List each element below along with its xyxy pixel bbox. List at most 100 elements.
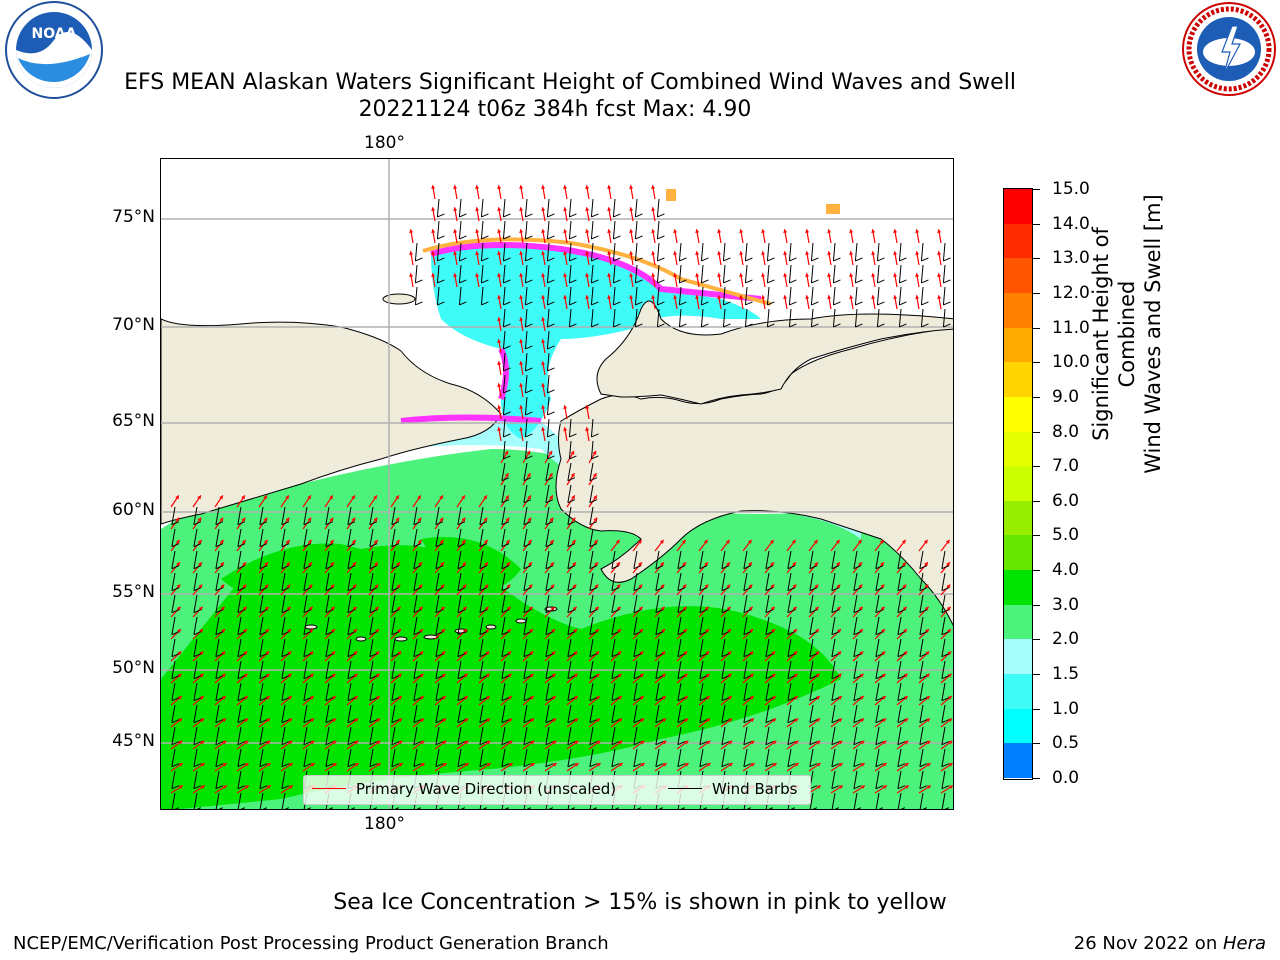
wave-arrow-head xyxy=(463,673,468,678)
wind-barb-flag xyxy=(325,543,334,548)
wave-arrow-head xyxy=(572,584,577,589)
colorbar-tick xyxy=(1033,396,1040,398)
wind-barb xyxy=(919,594,924,613)
wind-barb xyxy=(941,594,946,613)
wind-barb xyxy=(413,528,418,547)
wind-barb-flag xyxy=(525,433,533,438)
wind-barb-flag xyxy=(765,609,774,614)
wind-barb xyxy=(853,770,858,789)
wind-barb xyxy=(590,418,594,437)
wind-barb xyxy=(458,286,462,305)
wind-barb xyxy=(479,748,484,767)
wind-barb-flag xyxy=(567,499,576,504)
wind-barb xyxy=(545,550,550,569)
wind-barb xyxy=(919,682,924,701)
wave-arrow-head xyxy=(574,740,579,745)
land-siberia xyxy=(161,318,502,525)
wave-arrow-head xyxy=(552,718,557,723)
wind-barb-flag xyxy=(479,631,488,636)
wind-barb-flag xyxy=(635,235,643,240)
colorbar-tick xyxy=(1033,778,1040,779)
wind-barb-flag xyxy=(809,609,818,614)
wind-barb xyxy=(854,286,858,305)
wave-arrow-head xyxy=(946,584,951,589)
wind-barb-flag xyxy=(679,323,687,328)
wind-barb-flag xyxy=(878,807,884,809)
wind-barb-flag xyxy=(523,653,532,658)
wave-arrow-head xyxy=(871,251,876,255)
wind-barb xyxy=(743,748,748,767)
wind-barb-flag xyxy=(501,763,510,768)
wind-barb-flag xyxy=(435,543,444,548)
wind-barb-flag xyxy=(281,675,290,680)
wind-barb-flag xyxy=(723,257,731,262)
wave-arrow-head xyxy=(199,629,203,633)
wave-arrow-head xyxy=(915,273,920,277)
wind-barb xyxy=(303,528,308,547)
wave-arrow-head xyxy=(374,584,379,589)
wind-barb xyxy=(435,572,440,591)
wind-barb xyxy=(589,638,594,657)
wind-barb xyxy=(501,726,506,745)
map-legend: Primary Wave Direction (unscaled) Wind B… xyxy=(303,775,811,805)
wave-arrow-head xyxy=(461,517,466,522)
wave-arrow-head xyxy=(529,696,534,700)
wind-barb xyxy=(391,660,396,679)
wave-arrow-head xyxy=(485,673,490,678)
wind-barb xyxy=(171,660,176,679)
wave-arrow-head xyxy=(783,273,788,277)
wind-barb-flag xyxy=(919,631,928,636)
wave-arrow-head xyxy=(398,718,403,723)
wind-barb xyxy=(832,264,836,283)
wind-barb xyxy=(765,572,770,591)
wind-barb-flag xyxy=(567,521,576,526)
wind-barb xyxy=(809,748,814,767)
wave-arrow-head xyxy=(541,229,546,233)
wave-arrow-head xyxy=(794,718,799,723)
wave-arrow-head xyxy=(684,718,689,723)
wave-arrow-head xyxy=(727,629,731,633)
wave-arrow-head xyxy=(420,740,425,745)
wave-arrow-head xyxy=(420,718,425,723)
wave-arrow-head xyxy=(506,562,510,567)
wind-barb-flag xyxy=(635,279,643,284)
wind-barb xyxy=(501,506,506,525)
wind-barb-flag xyxy=(897,785,906,790)
wave-arrow-head xyxy=(573,629,577,633)
wave-arrow-head xyxy=(551,696,556,700)
wind-barb xyxy=(875,638,880,657)
wind-barb xyxy=(325,572,330,591)
wave-arrow-head xyxy=(860,763,865,767)
wind-barb-flag xyxy=(699,653,708,658)
wind-barb-flag xyxy=(347,631,356,636)
footer-credit: NCEP/EMC/Verification Post Processing Pr… xyxy=(13,933,609,954)
wind-barb-flag xyxy=(611,631,620,636)
wave-arrow-head xyxy=(353,629,357,633)
wind-barb xyxy=(413,572,418,591)
wind-barb-flag xyxy=(767,323,775,328)
wave-arrow-head xyxy=(673,251,678,255)
wave-arrow-head xyxy=(704,584,709,589)
wind-barb xyxy=(854,264,858,283)
wave-arrow-head xyxy=(373,517,378,522)
wind-barb xyxy=(237,506,242,525)
wind-barb-flag xyxy=(921,279,929,284)
wave-arrow-head xyxy=(398,740,403,745)
wave-arrow-head xyxy=(395,539,400,544)
wind-barb xyxy=(634,264,638,283)
colorbar-segment xyxy=(1004,189,1032,225)
wave-arrow-head xyxy=(616,562,620,567)
wind-barb xyxy=(567,572,572,591)
colorbar-tick-label: 2.0 xyxy=(1052,629,1080,650)
wind-barb-flag xyxy=(875,697,884,702)
wave-arrow-head xyxy=(706,718,711,723)
wave-arrow-head xyxy=(351,539,356,544)
wind-barb xyxy=(193,770,198,789)
wind-barb-flag xyxy=(721,609,730,614)
wind-barb xyxy=(589,660,594,679)
wind-barb xyxy=(809,704,814,723)
wind-barb-flag xyxy=(809,587,818,592)
colorbar-tick xyxy=(1033,292,1040,294)
wave-arrow-head xyxy=(497,207,502,211)
wind-barb xyxy=(677,748,682,767)
